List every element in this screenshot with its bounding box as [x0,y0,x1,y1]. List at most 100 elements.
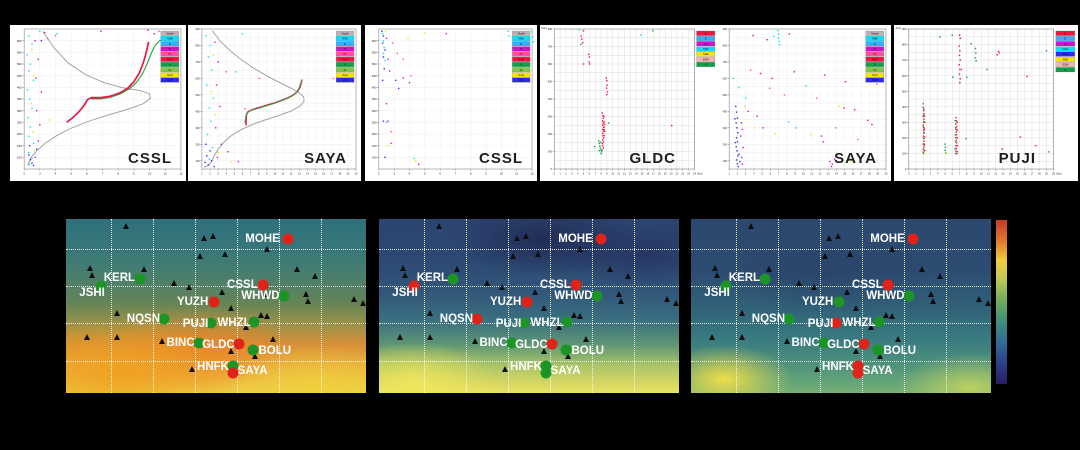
svg-text:600: 600 [902,74,907,78]
map-gridline-vertical [862,219,863,393]
map-gridline-horizontal [66,360,366,362]
svg-text:17: 17 [860,171,863,175]
station-label-gldc: GLDC [202,338,235,351]
seismic-station-triangle-icon [123,222,129,229]
map-gridline-horizontal [379,248,679,250]
station-label-nqsn: NQSN [751,313,786,326]
svg-text:550: 550 [17,50,22,54]
svg-text:Model: Model [518,31,525,35]
svg-text:6: 6 [242,171,244,175]
svg-text:250: 250 [17,120,22,124]
map-gridline-vertical [904,219,905,393]
map-gridline-horizontal [66,248,366,250]
legend-entry [512,67,531,73]
seismic-station-triangle-icon [617,297,624,304]
svg-text:5: 5 [944,171,946,175]
seismic-station-triangle-icon [258,311,264,318]
station-dot-puji [205,317,217,329]
legend-entry [336,62,355,67]
legend-entry [160,51,180,57]
svg-text:SmS: SmS [518,73,524,77]
svg-text:Sn: Sn [520,68,524,72]
seismic-station-triangle-icon [895,336,901,343]
scatter-panel-saya-1: SAYA 1 2 3 4 5 6 7 8 9 10 11 12 13 14 15 16 17 18 19 20 900 8… [188,25,361,181]
svg-text:N: N [874,63,876,67]
svg-text:E: E [344,42,346,46]
map-gridline-horizontal [379,285,679,287]
svg-text:Model: Model [342,31,349,35]
svg-text:11: 11 [282,171,285,175]
svg-text:400: 400 [17,85,22,89]
svg-text:4: 4 [937,171,939,175]
svg-text:SSW: SSW [1062,63,1069,67]
station-dot-mohe [282,233,294,245]
svg-text:400: 400 [902,105,907,109]
seismic-station-triangle-icon [877,353,883,360]
station-dot-whzl [248,316,260,328]
svg-text:19: 19 [1045,171,1049,175]
seismic-station-triangle-icon [427,309,433,316]
station-label-yuzh: YUZH [801,296,834,309]
svg-text:6: 6 [952,171,954,175]
seismic-station-triangle-icon [826,235,832,242]
svg-text:20: 20 [1052,171,1056,175]
seismic-station-triangle-icon [189,365,195,372]
legend-entry [512,72,531,78]
map-gridline-vertical [279,219,280,393]
svg-text:0: 0 [554,172,556,175]
svg-text:5: 5 [583,172,585,175]
seismic-station-triangle-icon [427,334,433,341]
seismic-station-triangle-icon [868,323,874,330]
seismic-station-triangle-icon [210,233,216,240]
station-dot-hnfk [227,360,239,371]
station-label-saya: SAYA [862,365,893,378]
map-gridline-horizontal [691,248,991,250]
svg-text:300: 300 [723,126,728,130]
legend-entry [865,46,885,52]
scatter-panel-saya-2: SAYA 1 2 3 4 5 6 7 8 9 10 11 12 13 14 15 16 17 18 19 20 900 8… [715,25,891,181]
panel-plot: 1 2 3 4 5 6 7 8 9 10 11 12 13 14 15 16 17 18 19 20900800700… [723,27,888,175]
panel-plot: 2 3 4 5 6 7 8 9 10 11 12 600 550 500 450 400 350 300 250 20… [372,28,535,175]
station-dot-hnfk [852,360,864,371]
seismic-station-triangle-icon [312,273,318,280]
seismic-station-triangle-icon [499,283,505,290]
svg-text:350: 350 [372,97,377,101]
station-dot-whwd [903,290,915,302]
svg-text:3: 3 [217,171,219,175]
svg-text:20: 20 [884,171,887,175]
seismic-station-triangle-icon [264,245,270,252]
svg-text:900: 900 [902,27,907,31]
seismic-station-triangle-icon [853,304,859,311]
svg-text:E: E [520,42,522,46]
svg-text:16: 16 [322,171,325,175]
station-dot-yuzh [208,296,220,308]
seismic-station-triangle-icon [616,290,622,297]
svg-text:1: 1 [728,171,730,175]
legend-entry [1055,62,1075,67]
station-label-saya: SAYA [550,365,581,378]
svg-text:10: 10 [273,171,276,175]
svg-text:500: 500 [548,81,553,84]
svg-text:12: 12 [818,171,821,175]
seismic-station-triangle-icon [739,334,745,341]
svg-text:16: 16 [1023,171,1027,175]
svg-text:7: 7 [250,171,252,175]
station-dot-bolu [247,344,259,356]
svg-text:W: W [874,47,877,51]
legend-entry [160,36,180,41]
svg-text:400: 400 [548,98,553,101]
svg-text:10: 10 [500,171,504,175]
seismic-station-triangle-icon [541,348,547,355]
panel-plot: 0 1 2 3 4 5 6 7 8 9 10 11 12 13 14 15 16 17 18 19 20 (km)9008… [896,26,1075,175]
legend-entry [336,77,355,83]
station-label-yuzh: YUZH [176,296,209,309]
legend-entry [696,30,716,36]
svg-text:100: 100 [17,155,22,159]
svg-text:800: 800 [902,43,907,47]
map-gridline-horizontal [379,360,679,362]
svg-text:400: 400 [723,109,728,113]
map-gridline-vertical [508,219,509,393]
svg-text:350: 350 [17,97,22,101]
legend-header [512,30,531,36]
map-gridline-vertical [466,219,467,393]
